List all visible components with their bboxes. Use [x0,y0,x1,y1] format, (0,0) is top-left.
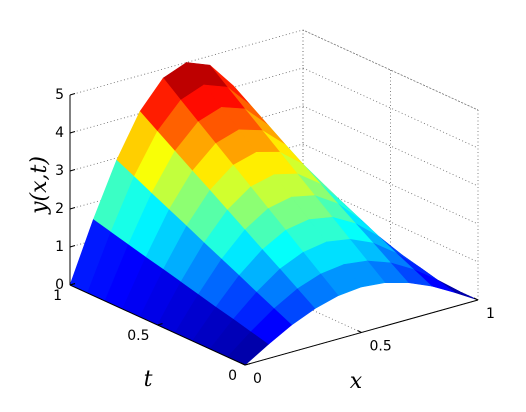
surface [69,62,479,366]
t-tick-label: 0.5 [127,328,149,344]
z-axis-label: y(x,t) [27,156,52,215]
z-tick-label: 1 [55,239,64,255]
tick [69,245,76,248]
surface-patch [437,279,479,301]
t-tick-label: 0 [228,368,237,384]
x-axis-label: x [350,369,363,394]
t-axis-label: t [144,367,153,392]
tick [240,362,246,366]
tick [357,330,362,333]
z-tick-label: 2 [55,201,64,217]
z-tick-label: 3 [55,163,64,179]
grid-line [186,252,362,333]
z-tick-label: 0 [55,277,64,293]
tick [473,297,479,301]
tick [69,283,76,286]
x-tick-label: 1 [486,306,495,322]
z-tick-label: 4 [55,125,64,141]
box-edge [302,29,479,111]
tick [157,323,163,326]
tick [69,131,76,134]
tick [69,93,76,96]
z-tick-label: 5 [55,87,64,103]
grid-line [302,105,479,187]
tick [244,363,251,366]
x-tick-label: 0 [253,371,262,387]
tick [69,169,76,172]
grid-line [302,29,479,111]
grid-line [302,143,479,225]
t-tick-label: 1 [53,288,62,304]
x-tick-label: 0.5 [370,339,392,355]
grid-line [302,67,479,149]
tick [69,207,76,210]
